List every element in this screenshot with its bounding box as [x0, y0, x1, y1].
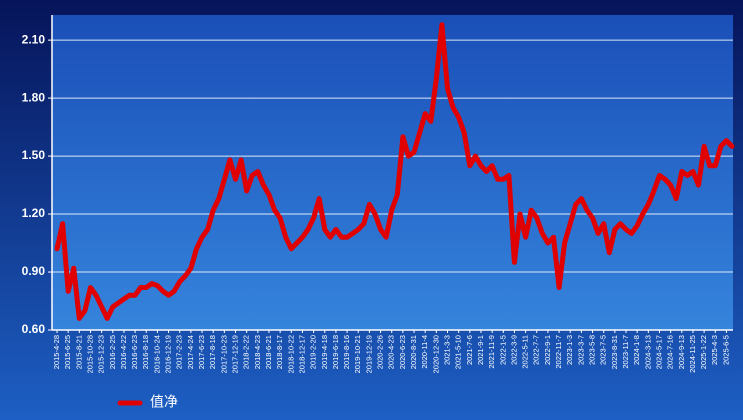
- x-tick-label: 2016-2-25: [108, 335, 117, 369]
- y-tick-label: 0.60: [22, 322, 46, 336]
- x-tick-label: 2022-7-7: [532, 335, 541, 365]
- x-tick-label: 2021-7-6: [465, 335, 474, 365]
- x-tick-label: 2015-4-28: [52, 335, 61, 369]
- x-tick-label: 2024-1-8: [632, 335, 641, 365]
- x-tick-label: 2022-1-5: [498, 335, 507, 365]
- x-tick-label: 2020-11-4: [420, 335, 429, 369]
- x-tick-label: 2025-1-22: [699, 335, 708, 369]
- x-tick-label: 2020-12-30: [431, 335, 440, 373]
- y-tick-label: 1.50: [22, 148, 46, 162]
- x-tick-label: 2015-6-25: [63, 335, 72, 369]
- x-tick-label: 2016-6-23: [130, 335, 139, 369]
- y-tick-label: 0.90: [22, 264, 46, 278]
- x-tick-label: 2017-6-23: [197, 335, 206, 369]
- y-tick-label: 2.10: [22, 32, 46, 46]
- x-tick-label: 2017-8-18: [208, 335, 217, 369]
- x-tick-label: 2021-11-9: [487, 335, 496, 369]
- x-tick-label: 2022-11-7: [554, 335, 563, 369]
- x-tick-label: 2019-2-20: [309, 335, 318, 369]
- x-tick-label: 2023-5-8: [588, 335, 597, 365]
- x-tick-label: 2023-11-7: [621, 335, 630, 369]
- x-tick-label: 2018-4-23: [253, 335, 262, 369]
- x-tick-label: 2022-5-11: [521, 335, 530, 369]
- x-tick-label: 2019-4-18: [320, 335, 329, 369]
- x-tick-label: 2020-2-26: [376, 335, 385, 369]
- data-line: [54, 22, 735, 321]
- x-tick-label: 2017-10-23: [219, 335, 228, 373]
- x-tick-label: 2021-9-1: [476, 335, 485, 365]
- x-tick-label: 2017-4-24: [186, 335, 195, 369]
- x-tick-label: 2016-8-18: [141, 335, 150, 369]
- x-tick-label: 2018-10-22: [286, 335, 295, 373]
- x-tick-label: 2023-1-3: [565, 335, 574, 365]
- x-tick-label: 2018-6-21: [264, 335, 273, 369]
- x-tick-label: 2023-7-5: [599, 335, 608, 365]
- y-tick-label: 1.20: [22, 206, 46, 220]
- x-tick-label: 2019-8-16: [342, 335, 351, 369]
- x-tick-label: 2017-2-23: [175, 335, 184, 369]
- y-tick-label: 1.80: [22, 90, 46, 104]
- x-tick-label: 2024-5-17: [654, 335, 663, 369]
- x-tick-label: 2023-3-7: [576, 335, 585, 365]
- x-tick-label: 2025-6-5: [721, 335, 730, 365]
- x-tick-label: 2015-8-21: [74, 335, 83, 369]
- x-tick-label: 2017-12-19: [230, 335, 239, 373]
- x-tick-label: 2018-8-17: [275, 335, 284, 369]
- legend-label: 值净: [150, 394, 178, 410]
- x-tick-label: 2022-9-1: [543, 335, 552, 365]
- x-tick-label: 2018-12-17: [297, 335, 306, 373]
- x-tick-label: 2024-11-25: [688, 335, 697, 373]
- x-tick-label: 2024-9-13: [677, 335, 686, 369]
- x-tick-label: 2024-7-16: [666, 335, 675, 369]
- x-tick-label: 2024-3-13: [643, 335, 652, 369]
- x-tick-label: 2015-12-23: [97, 335, 106, 373]
- x-tick-label: 2020-4-23: [387, 335, 396, 369]
- x-tick-label: 2023-8-31: [610, 335, 619, 369]
- x-tick-label: 2016-10-24: [152, 335, 161, 373]
- plot-area: [52, 15, 733, 330]
- x-tick-label: 2016-4-22: [119, 335, 128, 369]
- x-tick-label: 2019-12-19: [364, 335, 373, 373]
- x-tick-label: 2015-10-28: [85, 335, 94, 373]
- x-tick-label: 2020-6-23: [398, 335, 407, 369]
- x-tick-label: 2021-3-3: [442, 335, 451, 365]
- x-tick-label: 2025-4-3: [710, 335, 719, 365]
- x-tick-label: 2018-2-22: [242, 335, 251, 369]
- x-tick-label: 2021-5-10: [454, 335, 463, 369]
- x-tick-label: 2019-6-18: [331, 335, 340, 369]
- x-tick-label: 2022-3-9: [509, 335, 518, 365]
- x-tick-label: 2016-12-19: [164, 335, 173, 373]
- x-tick-label: 2019-10-21: [353, 335, 362, 373]
- x-tick-label: 2020-8-31: [409, 335, 418, 369]
